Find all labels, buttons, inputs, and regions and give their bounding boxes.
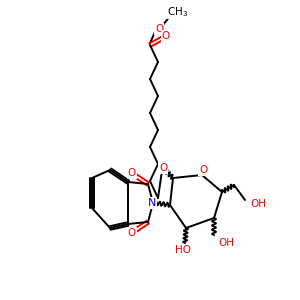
Text: CH$_3$: CH$_3$	[167, 5, 189, 19]
Text: OH: OH	[218, 238, 234, 248]
Text: O: O	[155, 24, 163, 34]
Text: O: O	[128, 168, 136, 178]
Text: O: O	[159, 163, 167, 173]
Text: O: O	[162, 31, 170, 41]
Text: HO: HO	[175, 245, 191, 255]
Text: OH: OH	[250, 199, 266, 209]
Text: O: O	[128, 228, 136, 238]
Text: N: N	[148, 198, 156, 208]
Text: O: O	[199, 165, 207, 175]
